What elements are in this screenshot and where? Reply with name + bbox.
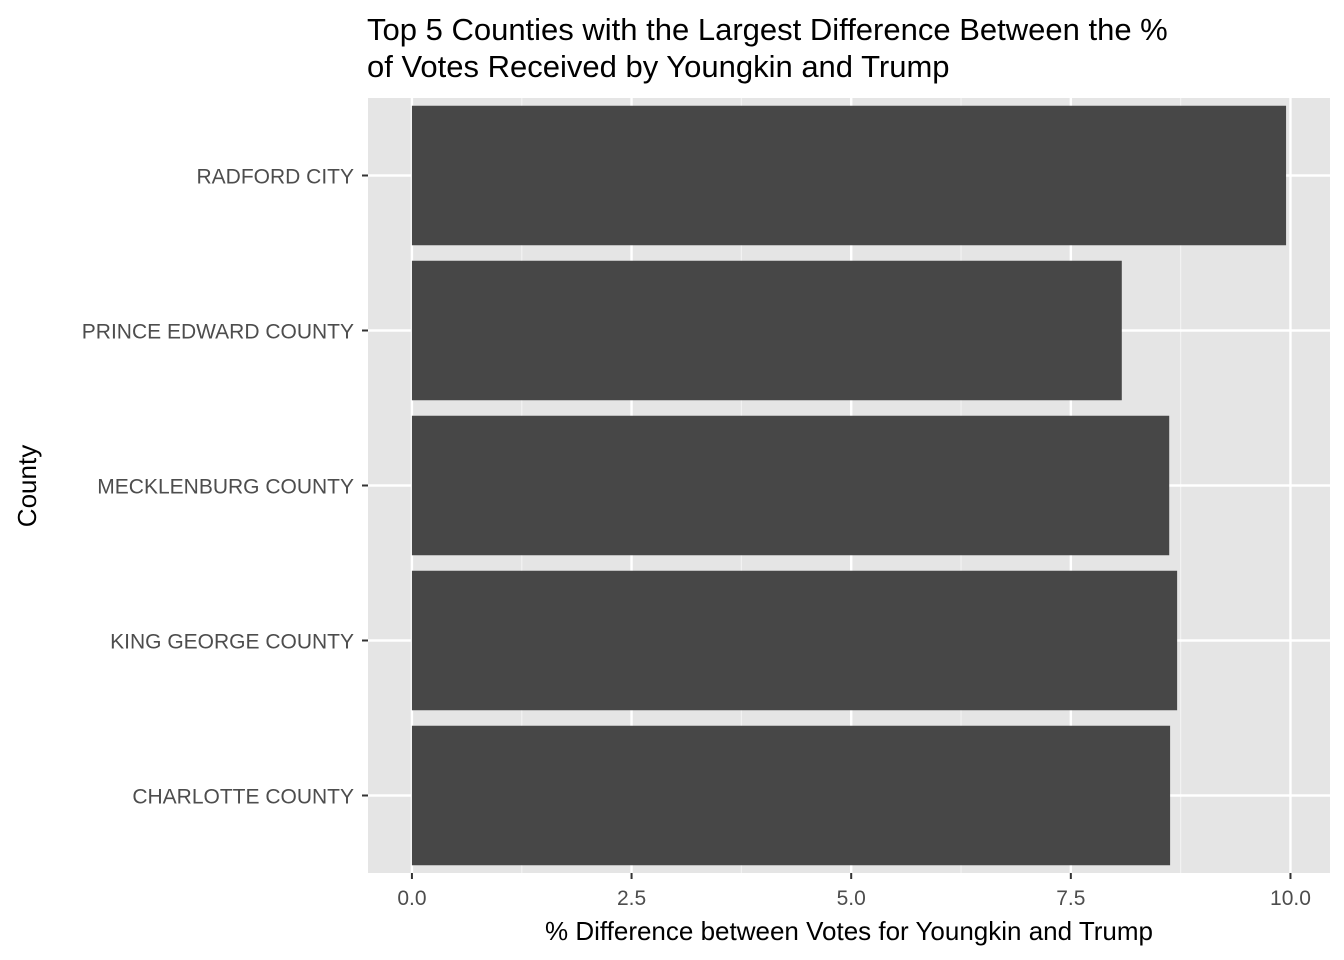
y-axis-title: County xyxy=(12,445,42,527)
bar-radford-city xyxy=(411,105,1287,246)
x-tick-label: 7.5 xyxy=(1056,887,1085,910)
y-tick-label: PRINCE EDWARD COUNTY xyxy=(82,321,354,344)
x-tick-label: 10.0 xyxy=(1270,887,1311,910)
y-tick-label: KING GEORGE COUNTY xyxy=(110,631,354,654)
y-tick-label: RADFORD CITY xyxy=(197,166,355,189)
x-tick-label: 2.5 xyxy=(617,887,646,910)
bar-prince-edward-county xyxy=(411,260,1122,401)
x-tick-label: 0.0 xyxy=(397,887,426,910)
x-axis-title: % Difference between Votes for Youngkin … xyxy=(545,916,1153,946)
x-tick-label: 5.0 xyxy=(837,887,866,910)
bar-mecklenburg-county xyxy=(411,415,1170,556)
bars xyxy=(411,105,1287,866)
y-tick-label: MECKLENBURG COUNTY xyxy=(97,476,354,499)
bar-charlotte-county xyxy=(411,725,1171,866)
y-tick-label: CHARLOTTE COUNTY xyxy=(132,786,354,809)
chart-title-line-1: Top 5 Counties with the Largest Differen… xyxy=(367,12,1168,47)
y-axis: RADFORD CITY PRINCE EDWARD COUNTY MECKLENB… xyxy=(82,166,368,809)
x-axis: 0.0 2.5 5.0 7.5 10.0 xyxy=(397,873,1311,910)
bar-king-george-county xyxy=(411,570,1178,711)
chart-title-line-2: of Votes Received by Youngkin and Trump xyxy=(367,49,950,84)
